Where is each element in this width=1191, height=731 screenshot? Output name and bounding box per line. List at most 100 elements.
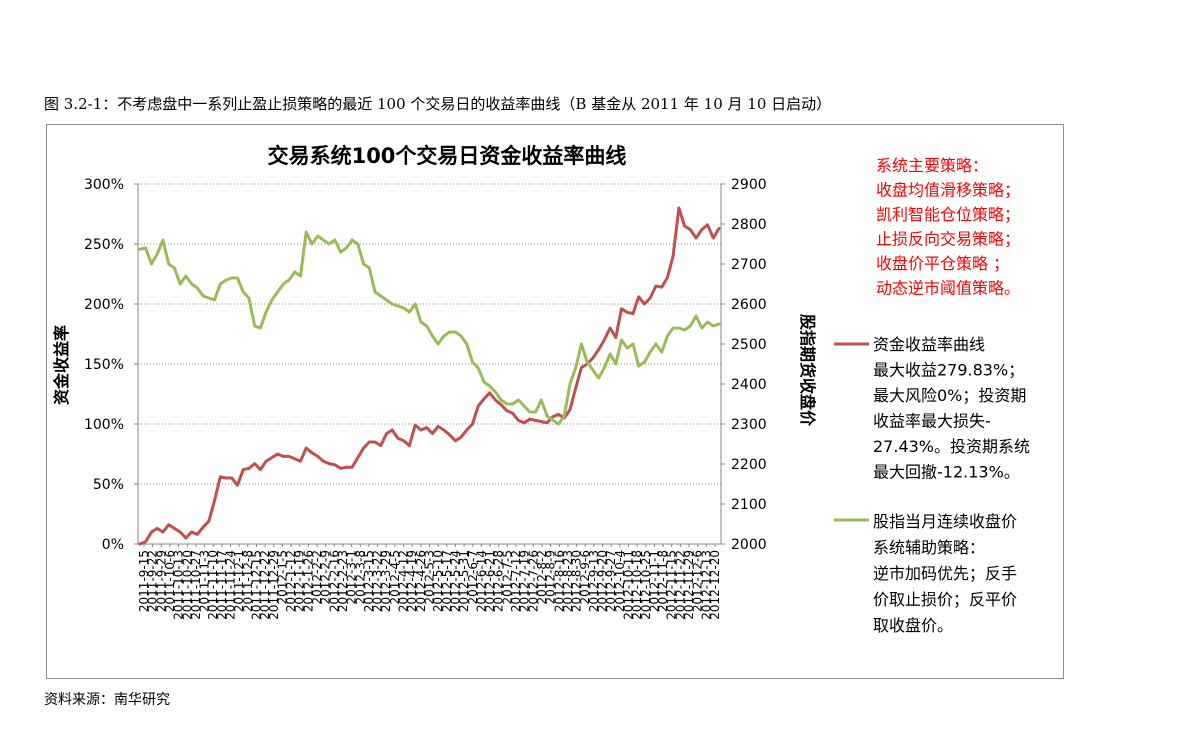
x-tick-label: 2012-1-5 <box>275 550 289 604</box>
x-tick-label: 2011-12-1 <box>232 550 246 612</box>
y2-tick-label: 2200 <box>731 457 767 473</box>
series-line-index <box>138 230 721 426</box>
y2-axis-label: 股指期货收盘价 <box>798 314 817 427</box>
x-tick-label: 2012-8-23 <box>561 550 575 612</box>
x-tick-label: 2012-5-10 <box>431 550 445 612</box>
y2-tick-label: 2000 <box>731 537 767 553</box>
legend-green-line: 价取止损价；反平价 <box>873 590 1017 609</box>
y2-tick-label: 2100 <box>731 497 767 513</box>
strategy-line: 止损反向交易策略； <box>876 230 1020 249</box>
legend-green-line: 股指当月连续收盘价 <box>873 512 1017 531</box>
x-tick-label: 2012-2-23 <box>336 550 350 612</box>
x-tick-label: 2011-11-17 <box>215 550 229 620</box>
x-tick-label: 2012-7-12 <box>509 550 523 612</box>
x-tick-label: 2012-6-28 <box>492 550 506 612</box>
strategy-line: 凯利智能仓位策略； <box>876 205 1020 224</box>
y2-tick-label: 2500 <box>731 337 767 353</box>
x-tick-label: 2012-3-22 <box>371 550 385 612</box>
x-tick-label: 2012-5-31 <box>457 550 471 612</box>
x-tick-label: 2011-11-24 <box>224 550 238 620</box>
x-tick-label: 2012-5-17 <box>440 550 454 612</box>
x-tick-label: 2012-10-18 <box>630 550 644 620</box>
x-tick-label: 2012-1-12 <box>284 550 298 612</box>
y-tick-label: 100% <box>84 417 124 433</box>
x-tick-label: 2012-6-7 <box>466 550 480 604</box>
x-tick-label: 2011-12-29 <box>267 550 281 620</box>
y2-tick-labels: 2000 2100 2200 2300 2400 2500 2600 2700 2800 2900 <box>721 177 767 553</box>
x-tick-label: 2011-11-3 <box>198 550 212 612</box>
x-tick-label: 2012-12-13 <box>699 550 713 620</box>
x-tick-label: 2011-9-29 <box>154 550 168 612</box>
x-tick-label: 2012-2-16 <box>327 550 341 612</box>
x-tick-label: 2012-12-20 <box>708 550 722 620</box>
series-lines <box>138 206 721 546</box>
x-tick-label: 2012-11-22 <box>673 550 687 620</box>
x-tick-label: 2012-8-30 <box>570 550 584 612</box>
x-tick-label: 2012-11-8 <box>656 550 670 612</box>
x-tick-label: 2012-8-9 <box>544 550 558 604</box>
legend-green-line: 取收盘价。 <box>873 616 953 635</box>
x-tick-label: 2011-9-22 <box>146 550 160 612</box>
x-tick-label: 2012-1-26 <box>301 550 315 612</box>
chart-title: 交易系统100个交易日资金收益率曲线 <box>268 144 627 168</box>
y-tick-label: 0% <box>102 537 124 553</box>
y2-tick-label: 2900 <box>731 177 767 193</box>
legend-red-line: 收益率最大损失- <box>873 412 991 431</box>
x-tick-label: 2012-9-27 <box>604 550 618 612</box>
x-tick-label: 2012-12-6 <box>691 550 705 612</box>
x-tick-label: 2011-12-15 <box>249 550 263 620</box>
x-tick-label: 2012-2-2 <box>310 550 324 604</box>
x-tick-label: 2012-8-16 <box>552 550 566 612</box>
series-line-return <box>138 206 721 546</box>
strategy-line: 收盘均值滑移策略； <box>876 181 1020 200</box>
x-tick-label: 2012-10-11 <box>621 550 635 620</box>
y-tick-label: 300% <box>84 177 124 193</box>
x-tick-label: 2012-7-5 <box>500 550 514 604</box>
strategy-line: 系统主要策略： <box>876 156 988 175</box>
y-tick-label: 150% <box>84 357 124 373</box>
y2-tick-label: 2600 <box>731 297 767 313</box>
x-tick-label: 2012-9-13 <box>587 550 601 612</box>
x-tick-label: 2011-10-6 <box>163 550 177 612</box>
x-tick-label: 2012-4-12 <box>397 550 411 612</box>
x-tick-label: 2012-11-1 <box>647 550 661 612</box>
x-tick-label: 2012-5-3 <box>423 550 437 604</box>
x-tick-label: 2012-4-19 <box>405 550 419 612</box>
y2-tick-label: 2800 <box>731 217 767 233</box>
legend-red-line: 最大风险0%；投资期 <box>873 386 1026 405</box>
x-tick-label: 2012-6-14 <box>474 550 488 612</box>
x-tick-label: 2012-9-20 <box>596 550 610 612</box>
chart-frame: 交易系统100个交易日资金收益率曲线 资金收益率 股指期货收盘价 0% 50% 10… <box>46 124 1064 679</box>
legend-red-line: 最大回撤-12.13%。 <box>873 463 1020 482</box>
legend-red-line: 资金收益率曲线 <box>873 335 985 354</box>
x-tick-label: 2012-11-29 <box>682 550 696 620</box>
x-tick-label: 2012-4-5 <box>388 550 402 604</box>
x-tick-label: 2012-3-8 <box>353 550 367 604</box>
x-tick-label: 2012-9-6 <box>578 550 592 604</box>
y2-tick-label: 2300 <box>731 417 767 433</box>
x-tick-label: 2012-5-24 <box>448 550 462 612</box>
strategy-note: 系统主要策略： 收盘均值滑移策略； 凯利智能仓位策略； 止损反向交易策略； 收盘价平仓策… <box>876 156 1020 298</box>
x-tick-label: 2012-10-25 <box>639 550 653 620</box>
legend-green-line: 逆市加码优先；反手 <box>873 564 1017 583</box>
x-tick-label: 2012-11-15 <box>665 550 679 620</box>
x-tick-label: 2012-6-21 <box>483 550 497 612</box>
legend-red-line: 27.43%。投资期系统 <box>873 437 1030 456</box>
x-tick-label: 2011-10-20 <box>180 550 194 620</box>
x-tick-label: 2012-4-26 <box>414 550 428 612</box>
y-tick-label: 50% <box>93 477 124 493</box>
x-tick-label: 2012-3-15 <box>362 550 376 612</box>
x-tick-label: 2012-1-19 <box>293 550 307 612</box>
gridlines <box>138 183 721 485</box>
y-axis-label: 资金收益率 <box>52 325 71 405</box>
y-tick-label: 250% <box>84 237 124 253</box>
source-note: 资料来源：南华研究 <box>44 692 170 708</box>
figure-caption: 图 3.2-1：不考虑盘中一系列止盈止损策略的最近 100 个交易日的收益率曲线… <box>44 95 832 113</box>
x-tick-label: 2012-10-4 <box>613 550 627 612</box>
legend-green-line: 系统辅助策略： <box>873 538 985 557</box>
x-tick-label: 2012-8-2 <box>535 550 549 604</box>
x-tick-labels: 2011-9-152011-9-222011-9-292011-10-62011… <box>137 544 722 620</box>
x-tick-label: 2012-7-19 <box>518 550 532 612</box>
